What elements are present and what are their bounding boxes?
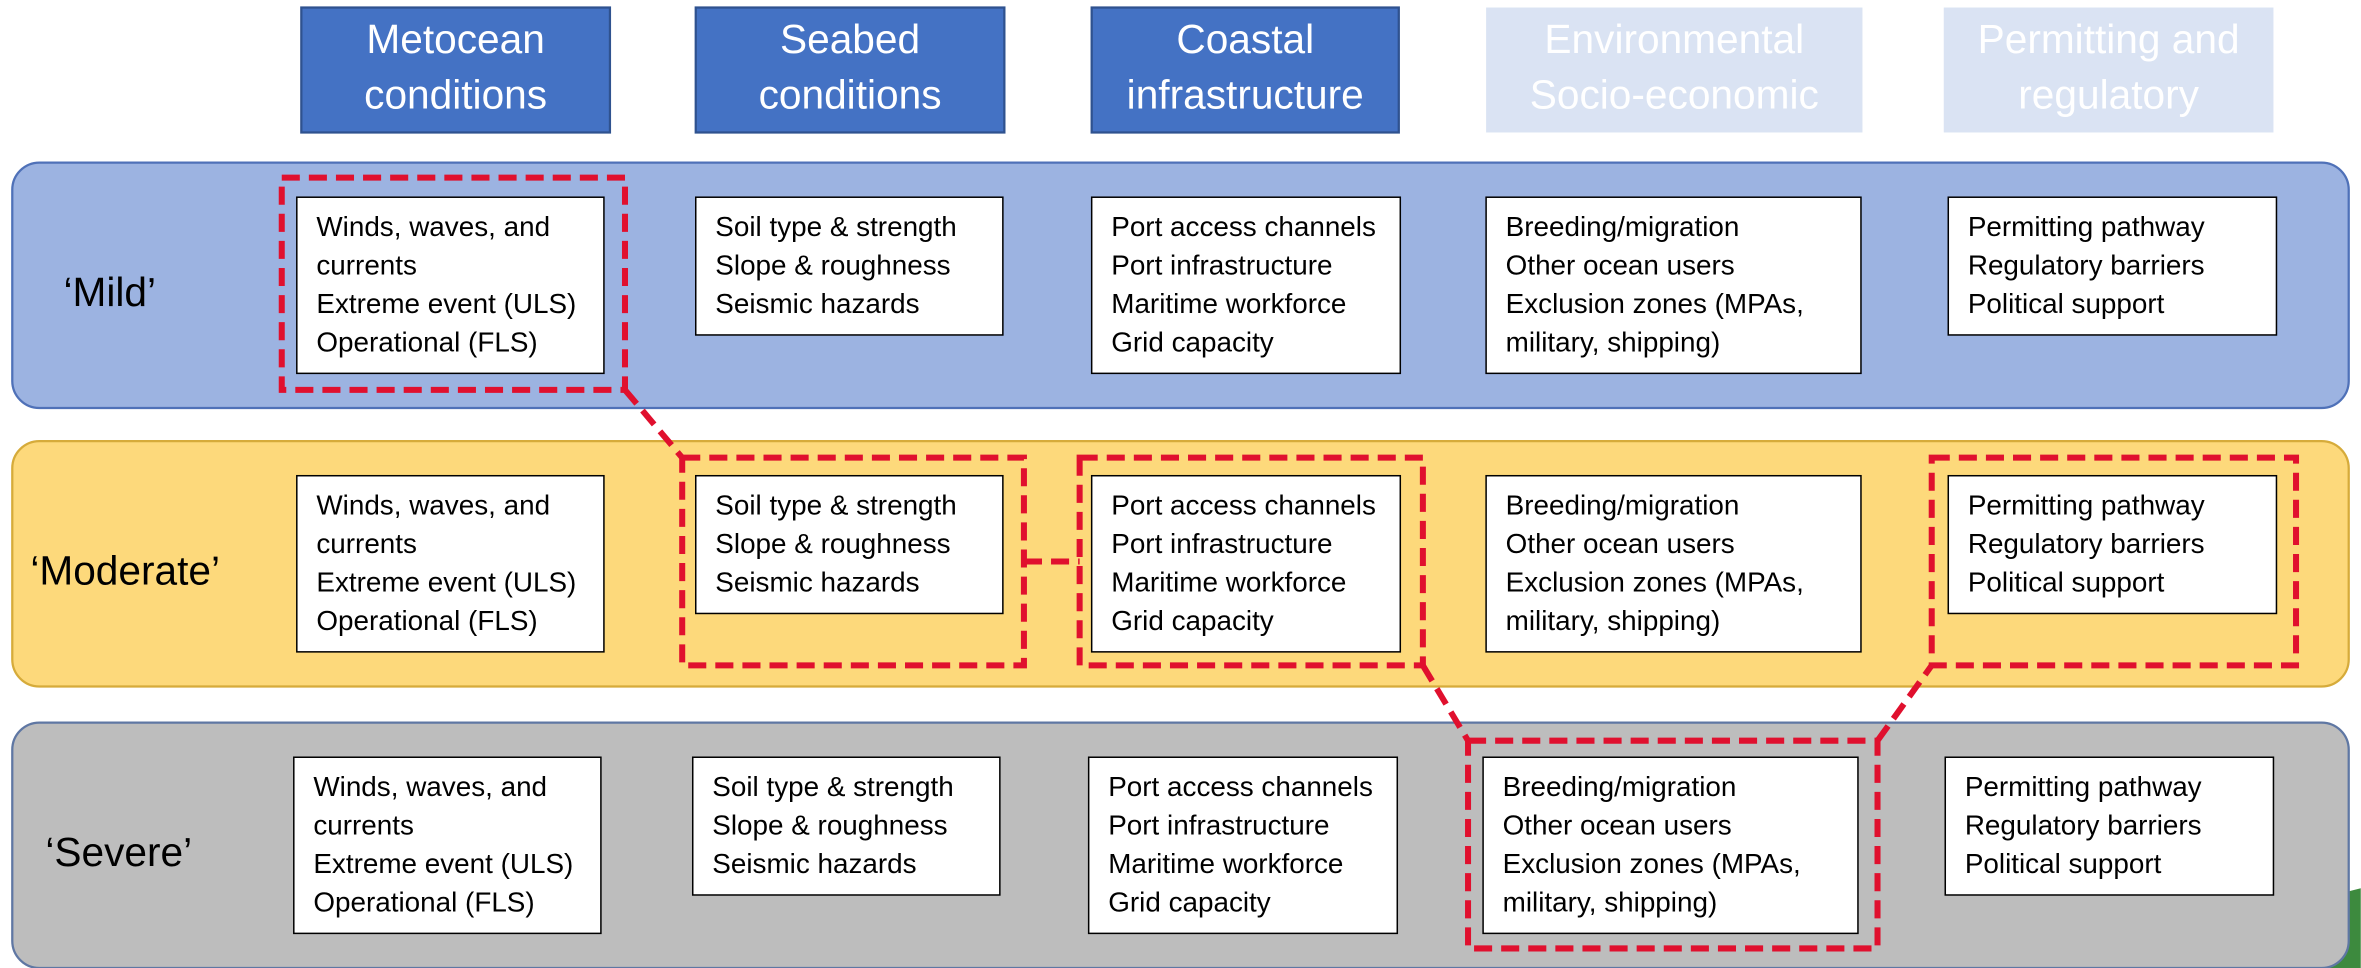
- cell-text: military, shipping): [1503, 886, 1718, 917]
- cell-text: Grid capacity: [1111, 605, 1274, 636]
- cell-text: Exclusion zones (MPAs,: [1506, 566, 1804, 597]
- cell-text: Operational (FLS): [313, 886, 534, 917]
- cell-text: Regulatory barriers: [1968, 528, 2205, 559]
- cell-text: Exclusion zones (MPAs,: [1503, 848, 1801, 879]
- cell-text: Extreme event (ULS): [316, 566, 576, 597]
- cell-text: Other ocean users: [1503, 810, 1732, 841]
- cell-text: Breeding/migration: [1506, 211, 1740, 242]
- header-text: infrastructure: [1127, 72, 1364, 118]
- pathway-highlight: [622, 387, 685, 460]
- pathway-highlight: [1420, 663, 1471, 743]
- cell-box: [1947, 196, 2278, 336]
- cell-text: Winds, waves, and: [313, 771, 547, 802]
- header-box: [694, 6, 1006, 134]
- cell-text: Port access channels: [1111, 211, 1376, 242]
- cell-text: Seismic hazards: [715, 288, 919, 319]
- cell-text: currents: [316, 250, 417, 281]
- cell-text: Political support: [1968, 566, 2165, 597]
- cell-box: [1485, 474, 1862, 653]
- pathway-highlight: [1076, 454, 1426, 669]
- cell-box: [293, 756, 602, 935]
- row-label: ‘Moderate’: [30, 547, 220, 593]
- pathway-highlight: [1465, 737, 1881, 952]
- cell-text: currents: [316, 528, 417, 559]
- cell-box: [1090, 474, 1402, 653]
- cell-text: Breeding/migration: [1506, 490, 1740, 521]
- cell-box: [1485, 196, 1862, 375]
- cell-box: [1947, 474, 2278, 615]
- cell-text: Extreme event (ULS): [316, 288, 576, 319]
- header-text: conditions: [759, 72, 942, 118]
- cell-text: Port infrastructure: [1108, 810, 1329, 841]
- header-text: Environmental: [1544, 16, 1804, 62]
- cell-box: [296, 474, 605, 653]
- cell-text: Other ocean users: [1506, 250, 1735, 281]
- pathway-highlight: [278, 174, 629, 393]
- row-label: ‘Mild’: [63, 269, 156, 315]
- cell-text: Port infrastructure: [1111, 528, 1332, 559]
- header-box: [1090, 6, 1400, 134]
- cell-text: Port access channels: [1108, 771, 1373, 802]
- cell-text: Seismic hazards: [715, 566, 919, 597]
- cell-text: Port access channels: [1111, 490, 1376, 521]
- cell-text: Operational (FLS): [316, 605, 537, 636]
- cell-text: Operational (FLS): [316, 326, 537, 357]
- cell-text: Breeding/migration: [1503, 771, 1737, 802]
- cell-box: [694, 474, 1004, 615]
- cell-box: [694, 196, 1004, 336]
- cell-text: Permitting pathway: [1965, 771, 2202, 802]
- header-text: regulatory: [2018, 72, 2199, 118]
- header-box: [1486, 7, 1863, 133]
- cell-text: Exclusion zones (MPAs,: [1506, 288, 1804, 319]
- cell-text: military, shipping): [1506, 326, 1721, 357]
- cell-text: Permitting pathway: [1968, 211, 2205, 242]
- cell-text: Maritime workforce: [1111, 566, 1346, 597]
- cell-text: Slope & roughness: [715, 528, 950, 559]
- cell-box: [691, 756, 1001, 896]
- cell-text: currents: [313, 810, 414, 841]
- cell-box: [1482, 756, 1859, 935]
- cell-text: Maritime workforce: [1111, 288, 1346, 319]
- cell-text: Maritime workforce: [1108, 848, 1343, 879]
- cell-text: Grid capacity: [1108, 886, 1271, 917]
- cell-box: [1090, 196, 1402, 375]
- cell-text: military, shipping): [1506, 605, 1721, 636]
- cell-text: Winds, waves, and: [316, 211, 550, 242]
- header-text: conditions: [364, 72, 547, 118]
- cell-text: Political support: [1965, 848, 2162, 879]
- pathway-highlight: [1875, 663, 1935, 743]
- cell-text: Political support: [1968, 288, 2165, 319]
- cell-text: Seismic hazards: [712, 848, 916, 879]
- header-text: Metocean: [366, 16, 544, 62]
- cell-text: Extreme event (ULS): [313, 848, 573, 879]
- cell-box: [296, 196, 605, 375]
- header-text: Coastal: [1176, 16, 1314, 62]
- header-text: Socio-economic: [1530, 72, 1819, 118]
- header-box: [300, 6, 612, 134]
- cell-text: Regulatory barriers: [1965, 810, 2202, 841]
- cell-text: Slope & roughness: [712, 810, 947, 841]
- row-label: ‘Severe’: [45, 829, 192, 875]
- header-box: [1943, 7, 2274, 133]
- cell-box: [1944, 756, 2275, 896]
- cell-text: Soil type & strength: [715, 490, 956, 521]
- cell-text: Other ocean users: [1506, 528, 1735, 559]
- cell-text: Winds, waves, and: [316, 490, 550, 521]
- cell-box: [1087, 756, 1399, 935]
- cell-text: Permitting pathway: [1968, 490, 2205, 521]
- header-text: Permitting and: [1978, 16, 2240, 62]
- cell-text: Regulatory barriers: [1968, 250, 2205, 281]
- header-text: Seabed: [780, 16, 920, 62]
- cell-text: Soil type & strength: [715, 211, 956, 242]
- cell-text: Port infrastructure: [1111, 250, 1332, 281]
- cell-text: Slope & roughness: [715, 250, 950, 281]
- cell-text: Soil type & strength: [712, 771, 953, 802]
- pathway-highlight: [1928, 454, 2300, 669]
- cell-text: Grid capacity: [1111, 326, 1274, 357]
